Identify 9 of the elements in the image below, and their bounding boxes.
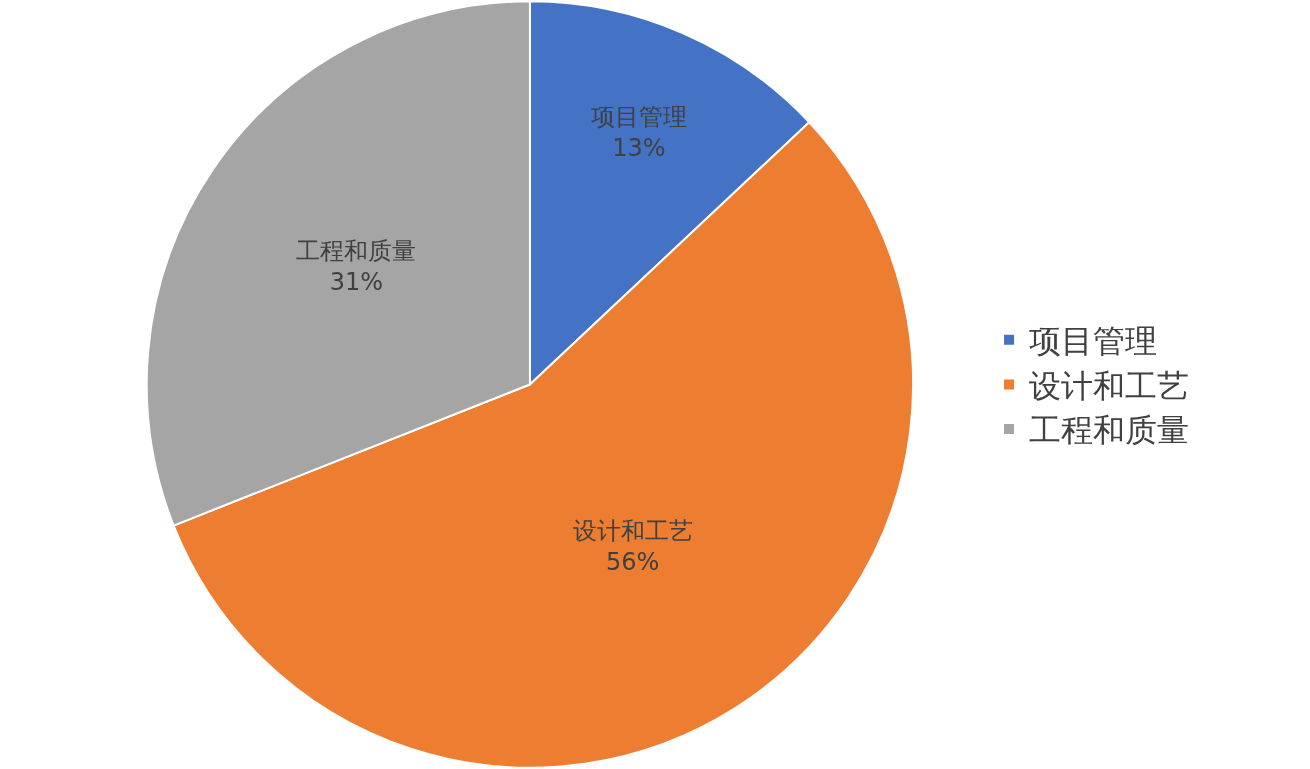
legend-label: 设计和工艺 xyxy=(1029,366,1190,405)
legend-label: 项目管理 xyxy=(1029,322,1158,361)
slice-label: 设计和工艺 xyxy=(572,516,693,545)
slice-label: 工程和质量 xyxy=(296,237,417,266)
data-label: 31% xyxy=(329,268,384,297)
legend-label: 工程和质量 xyxy=(1029,411,1190,450)
slice-label: 项目管理 xyxy=(590,103,687,132)
data-label: 56% xyxy=(605,547,660,576)
data-label: 13% xyxy=(612,134,666,163)
